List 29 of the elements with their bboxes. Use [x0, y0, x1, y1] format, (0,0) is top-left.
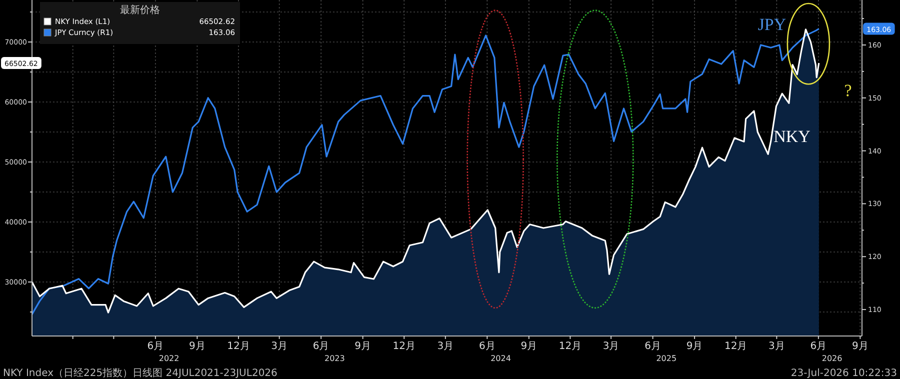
x-tick-label: 3月: [271, 341, 288, 352]
x-tick-label: 3月: [602, 341, 620, 352]
annotation: NKY: [774, 127, 810, 146]
x-tick-label: 9月: [520, 341, 538, 352]
x-tick-label: 3月: [768, 341, 785, 352]
x2-tick-label: 2026: [822, 354, 842, 363]
x2-tick-label: 2025: [656, 354, 677, 363]
x-tick-label: 6月: [810, 341, 827, 352]
x-tick-label: 6月: [312, 341, 330, 352]
x-tick-label: 9月: [852, 341, 868, 352]
x2-tick-label: 2024: [490, 354, 511, 363]
x2-tick-label: 2023: [324, 354, 345, 363]
x2-tick-label: 2022: [158, 354, 180, 363]
text: 23-Jul-2026 10:22:33: [790, 368, 897, 379]
annotation: JPY: [758, 15, 786, 34]
x-tick-label: 12月: [227, 341, 250, 352]
x-tick-label: 12月: [392, 341, 416, 352]
x-tick-label: 6月: [147, 341, 164, 352]
x-tick-label: 9月: [354, 341, 372, 352]
legend-title: 最新价格: [120, 4, 160, 16]
annotation: ?: [844, 81, 852, 100]
x-tick-label: 6月: [644, 341, 661, 352]
x-tick-label: 12月: [558, 341, 582, 352]
x-tick-label: 9月: [188, 341, 206, 352]
x-tick-label: 9月: [686, 341, 703, 352]
x-tick-label: 12月: [724, 341, 748, 352]
text: NKY Index（日经225指数）日线图 24JUL2021-23JUL2026: [3, 367, 278, 379]
x-tick-label: 6月: [478, 341, 496, 352]
x-tick-label: 3月: [437, 341, 454, 352]
